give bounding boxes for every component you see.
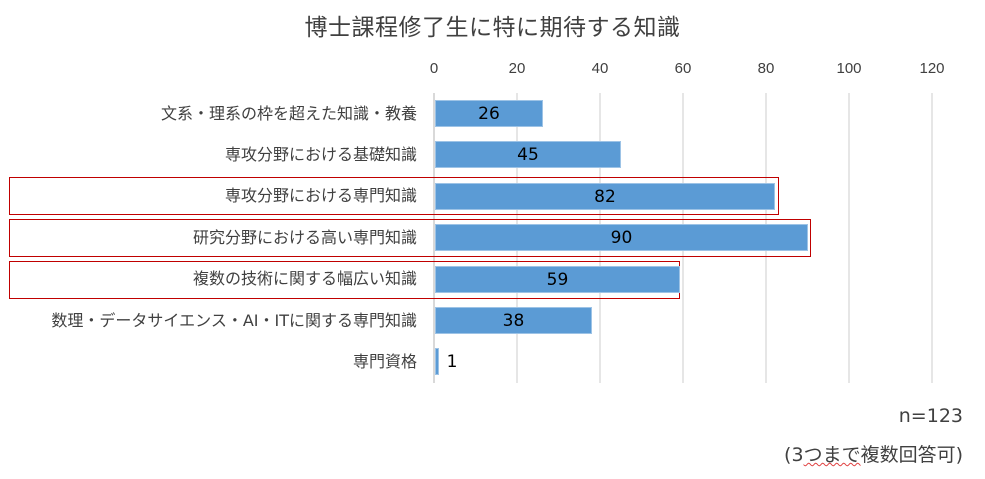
highlight-box-specialized [9, 177, 779, 215]
x-tick-120: 120 [919, 60, 945, 77]
x-tick-60: 60 [674, 60, 692, 77]
gridline-0 [433, 93, 435, 383]
note-prefix: (3 [784, 444, 804, 466]
bar [435, 141, 621, 168]
bar-value: 59 [546, 270, 569, 290]
bar-value: 45 [517, 145, 539, 165]
bar [435, 183, 775, 210]
bar-value: 26 [478, 104, 500, 124]
bar-value: 1 [446, 352, 458, 372]
note-suffix: 複数回答可) [860, 444, 963, 466]
bar-value: 82 [594, 187, 616, 207]
category-label: 専門資格 [352, 352, 417, 371]
highlight-box-advanced [9, 219, 811, 257]
sample-size-note: n=123 [898, 405, 963, 427]
bar-value: 90 [610, 228, 633, 248]
multiple-answer-note: (3つまで複数回答可) [784, 440, 963, 467]
bar [435, 266, 680, 293]
x-tick-40: 40 [591, 60, 609, 77]
bar [435, 100, 543, 127]
bar [435, 348, 439, 375]
chart-title: 博士課程修了生に特に期待する知識 [304, 15, 681, 41]
bar [435, 224, 808, 251]
x-tick-0: 0 [429, 60, 439, 77]
gridline-120 [931, 93, 933, 383]
x-tick-20: 20 [508, 60, 526, 77]
bar-value: 38 [502, 311, 525, 331]
gridline-100 [848, 93, 850, 383]
note-squiggle-text: つまで [803, 444, 861, 466]
category-label: 文系・理系の枠を超えた知識・教養 [160, 104, 417, 123]
x-tick-100: 100 [836, 60, 862, 77]
category-label: 専攻分野における専門知識 [224, 186, 417, 205]
category-label: 研究分野における高い専門知識 [192, 228, 417, 247]
bar [435, 307, 592, 334]
category-label: 数理・データサイエンス・AI・ITに関する専門知識 [51, 311, 417, 330]
x-tick-80: 80 [757, 60, 775, 77]
category-label: 専攻分野における基礎知識 [224, 145, 417, 164]
category-label: 複数の技術に関する幅広い知識 [192, 269, 417, 288]
